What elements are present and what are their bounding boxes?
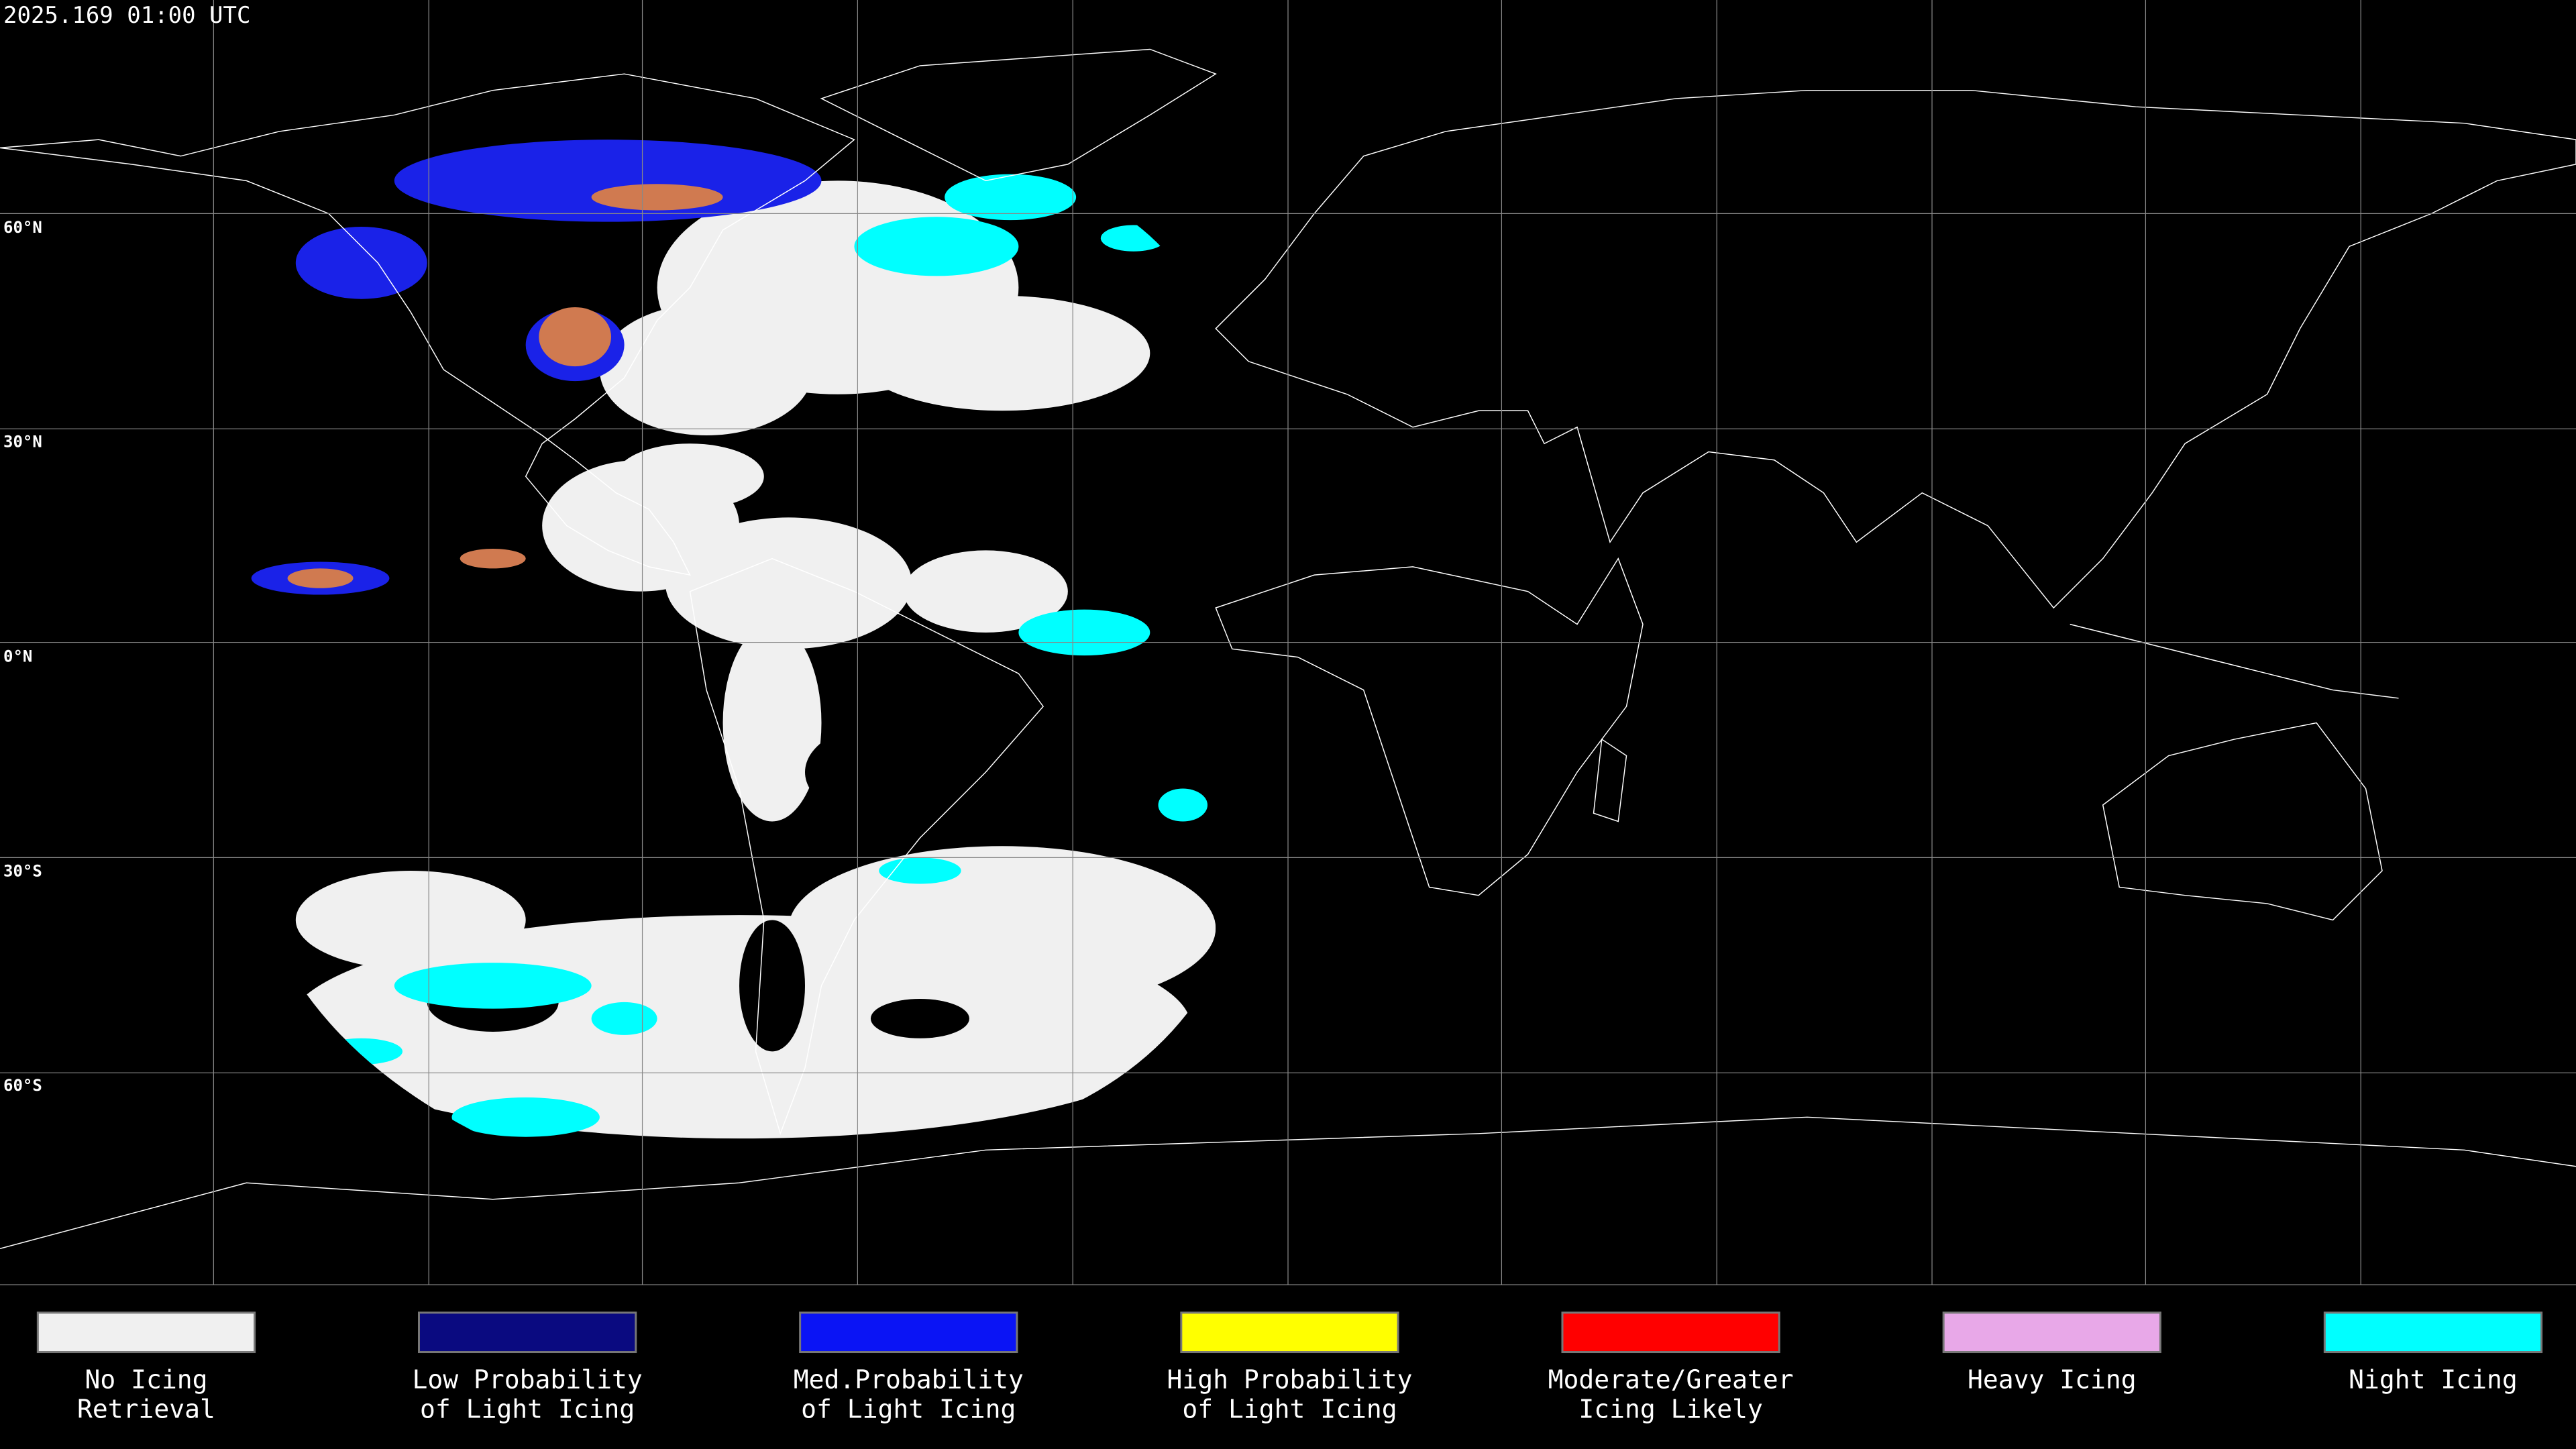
legend-label: Med.Probability	[794, 1364, 1024, 1394]
legend-label: Heavy Icing	[1968, 1364, 2137, 1394]
legend-label: of Light Icing	[801, 1394, 1016, 1424]
map-layer	[0, 0, 2576, 1285]
graticule	[0, 0, 2576, 1285]
legend-label: of Light Icing	[420, 1394, 635, 1424]
legend-swatch	[1561, 1311, 1780, 1354]
legend-label: High Probability	[1167, 1364, 1412, 1394]
legend-label: Retrieval	[77, 1394, 215, 1424]
latitude-label: 30°N	[3, 433, 42, 451]
legend-label: Icing Likely	[1578, 1394, 1763, 1424]
timestamp: 2025.169 01:00 UTC	[3, 2, 250, 29]
latitude-label: 60°N	[3, 218, 42, 237]
legend-label: Low Probability	[413, 1364, 643, 1394]
legend-swatch	[1180, 1311, 1399, 1354]
legend-label: Night Icing	[2349, 1364, 2518, 1394]
legend-swatch	[2323, 1311, 2543, 1354]
legend-swatch	[417, 1311, 637, 1354]
legend-label: of Light Icing	[1182, 1394, 1397, 1424]
coastlines	[0, 48, 2576, 1249]
legend-swatch	[36, 1311, 256, 1354]
latitude-label: 60°S	[3, 1076, 42, 1095]
satellite-data	[251, 140, 1216, 1139]
latitude-label: 30°S	[3, 861, 42, 880]
legend-label: No Icing	[85, 1364, 207, 1394]
legend-swatch	[799, 1311, 1018, 1354]
legend-swatch	[1942, 1311, 2161, 1354]
latitude-label: 0°N	[3, 647, 32, 665]
legend-label: Moderate/Greater	[1548, 1364, 1794, 1394]
